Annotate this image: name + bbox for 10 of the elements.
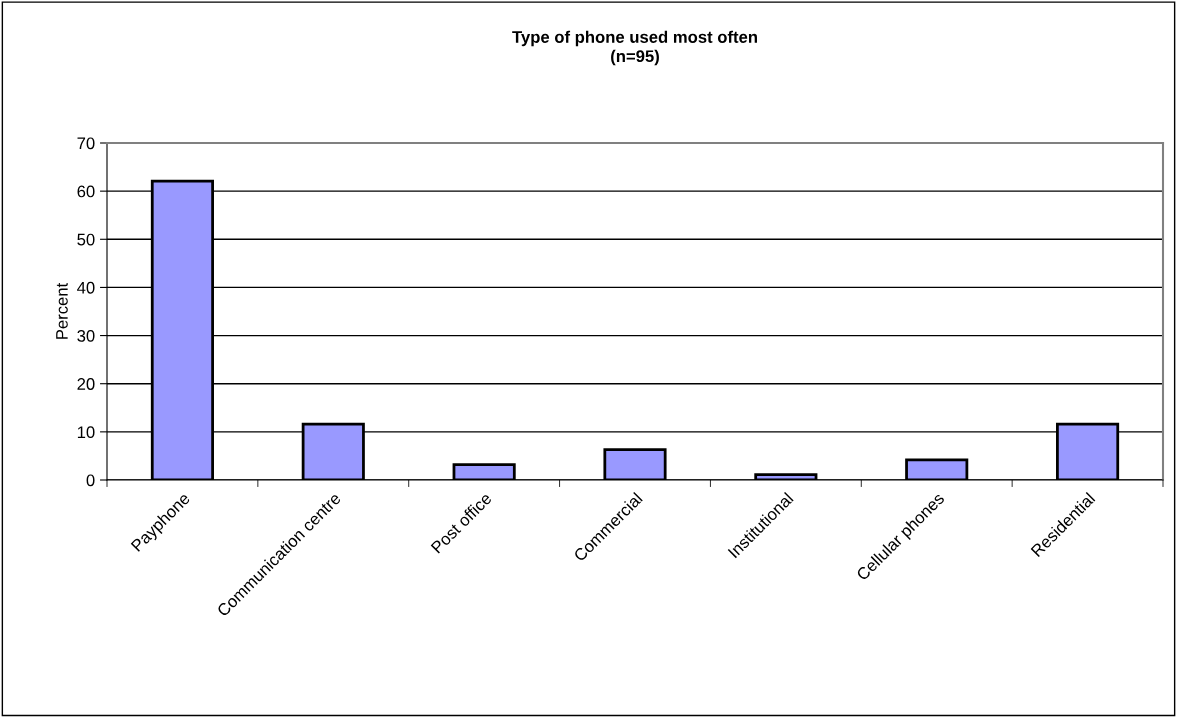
y-axis-title: Percent bbox=[56, 282, 68, 339]
y-tick-label: 50 bbox=[77, 233, 95, 246]
y-tick-label: 60 bbox=[77, 185, 95, 198]
chart-title: Type of phone used most often (n=95) bbox=[512, 30, 757, 66]
y-tick-label: 10 bbox=[77, 426, 95, 439]
y-tick-label: 20 bbox=[77, 378, 95, 390]
y-tick-label: 40 bbox=[77, 281, 95, 294]
y-tick-label: 0 bbox=[86, 474, 95, 487]
y-tick-label: 70 bbox=[77, 137, 95, 150]
y-tick-label: 30 bbox=[77, 329, 95, 342]
